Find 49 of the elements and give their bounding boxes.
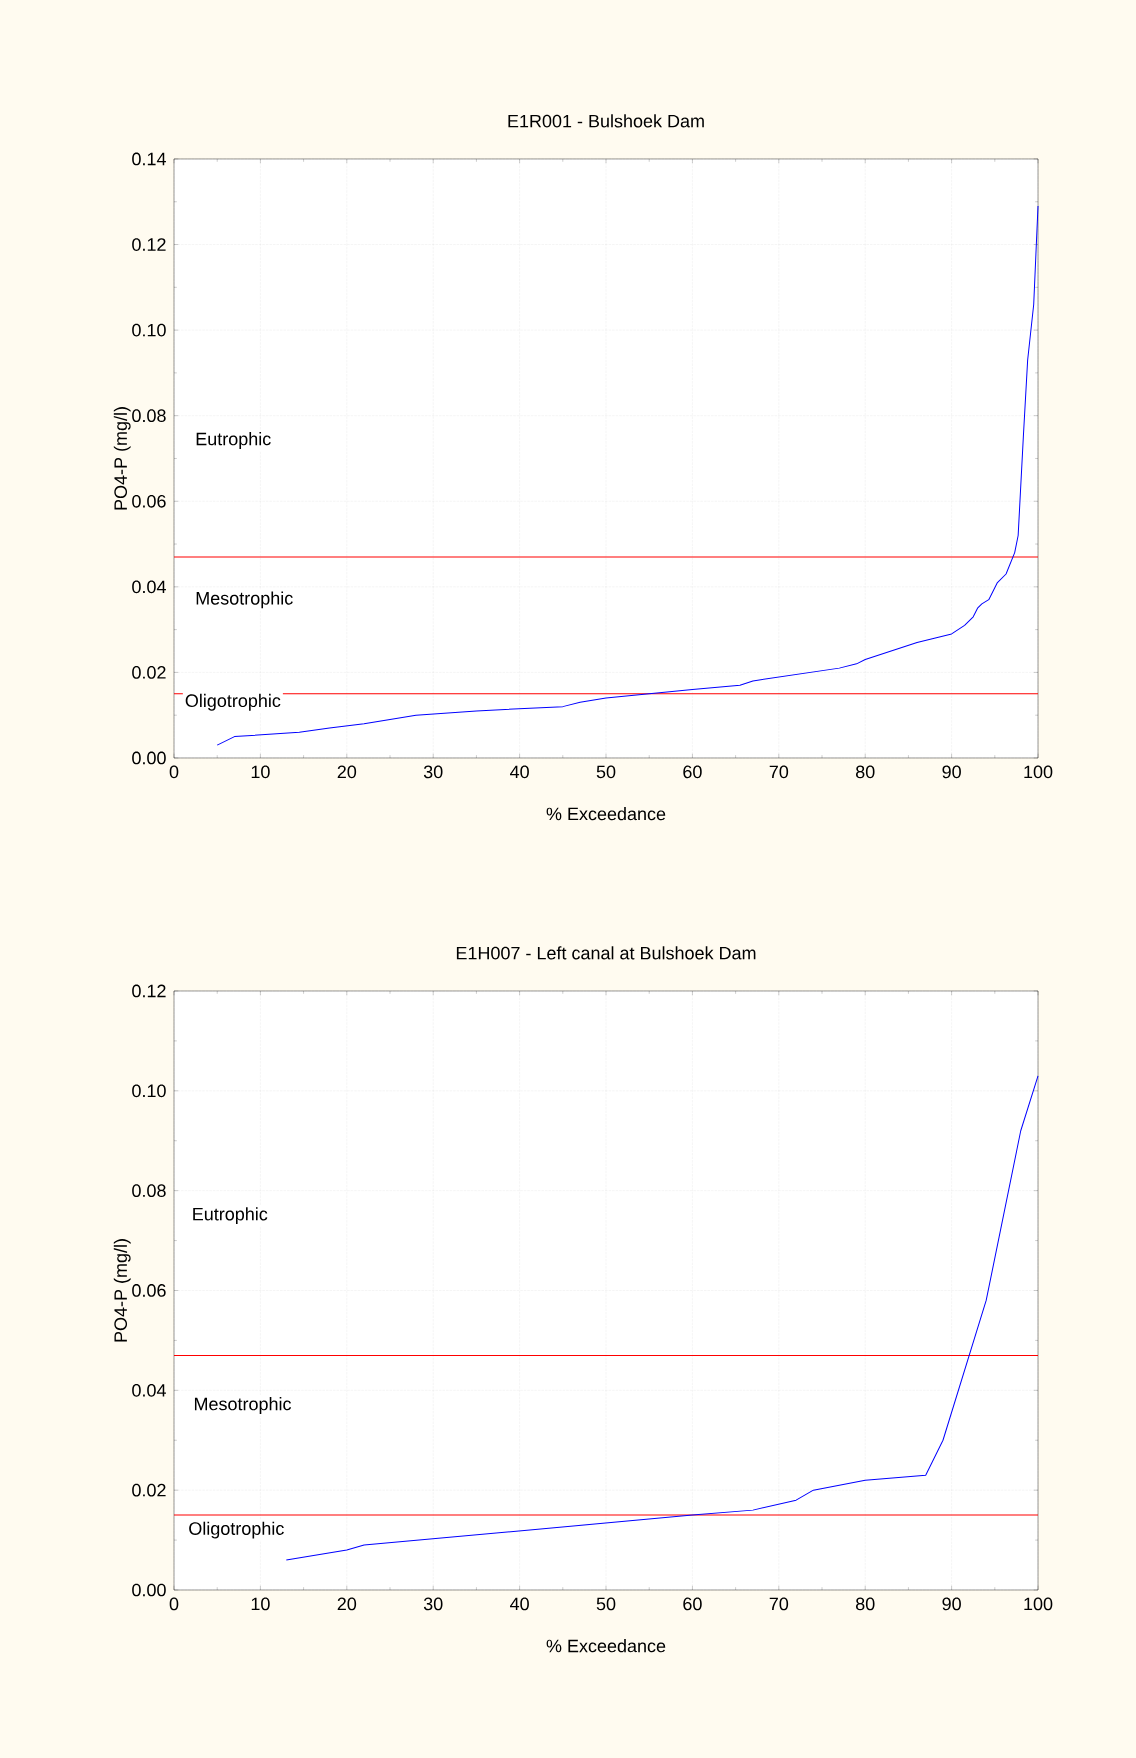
x-tick-label: 100 xyxy=(1024,765,1053,779)
y-axis-title: PO4-P (mg/l) xyxy=(113,1239,131,1342)
x-tick-label: 0 xyxy=(169,765,179,779)
annotation: Mesotrophic xyxy=(196,591,293,609)
y-tick-label: 0.04 xyxy=(132,580,166,594)
x-tick-label: 100 xyxy=(1024,1597,1053,1611)
y-tick-label: 0.02 xyxy=(132,1483,166,1497)
x-tick-label: 10 xyxy=(251,765,270,779)
x-tick-label: 60 xyxy=(683,765,702,779)
y-tick-label: 0.00 xyxy=(132,1583,166,1597)
x-tick-label: 20 xyxy=(337,1597,357,1611)
annotation: Mesotrophic xyxy=(194,1397,292,1414)
annotation: Eutrophic xyxy=(193,1207,268,1224)
x-tick-label: 40 xyxy=(510,1597,529,1611)
x-tick-label: 20 xyxy=(337,765,357,779)
x-tick-label: 90 xyxy=(942,1597,961,1611)
chart-title: E1H007 - Left canal at Bulshoek Dam xyxy=(456,946,756,960)
y-axis-title: PO4-P (mg/l) xyxy=(113,407,131,510)
y-tick-label: 0.06 xyxy=(132,1284,166,1297)
y-tick-label: 0.12 xyxy=(132,238,166,251)
y-tick-label: 0.06 xyxy=(132,494,166,508)
x-axis-title: % Exceedance xyxy=(546,807,666,821)
x-axis-title: % Exceedance xyxy=(546,1639,666,1653)
y-tick-label: 0.14 xyxy=(132,152,166,166)
x-tick-label: 30 xyxy=(423,765,443,779)
y-tick-label: 0.00 xyxy=(132,751,166,765)
y-tick-label: 0.12 xyxy=(132,984,166,998)
x-tick-label: 0 xyxy=(169,1597,179,1611)
x-tick-label: 80 xyxy=(855,765,875,779)
x-tick-label: 70 xyxy=(769,765,789,779)
y-tick-label: 0.10 xyxy=(132,323,166,337)
y-tick-label: 0.02 xyxy=(132,666,166,679)
chart-title: E1R001 - Bulshoek Dam xyxy=(508,114,704,128)
y-tick-label: 0.04 xyxy=(132,1383,166,1397)
y-tick-label: 0.08 xyxy=(132,1184,166,1198)
x-tick-label: 40 xyxy=(510,765,529,779)
x-tick-label: 60 xyxy=(683,1597,702,1611)
y-tick-label: 0.10 xyxy=(132,1084,166,1098)
annotation: Oligotrophic xyxy=(185,693,281,711)
x-tick-label: 30 xyxy=(423,1597,443,1611)
x-tick-label: 50 xyxy=(596,765,616,779)
x-tick-label: 80 xyxy=(855,1597,875,1611)
x-tick-label: 90 xyxy=(942,765,961,779)
y-tick-label: 0.08 xyxy=(132,409,166,423)
x-tick-label: 50 xyxy=(596,1597,616,1611)
annotation: Oligotrophic xyxy=(189,1521,284,1539)
x-tick-label: 70 xyxy=(769,1597,789,1611)
x-tick-label: 10 xyxy=(251,1597,270,1611)
annotation: Eutrophic xyxy=(196,432,271,449)
